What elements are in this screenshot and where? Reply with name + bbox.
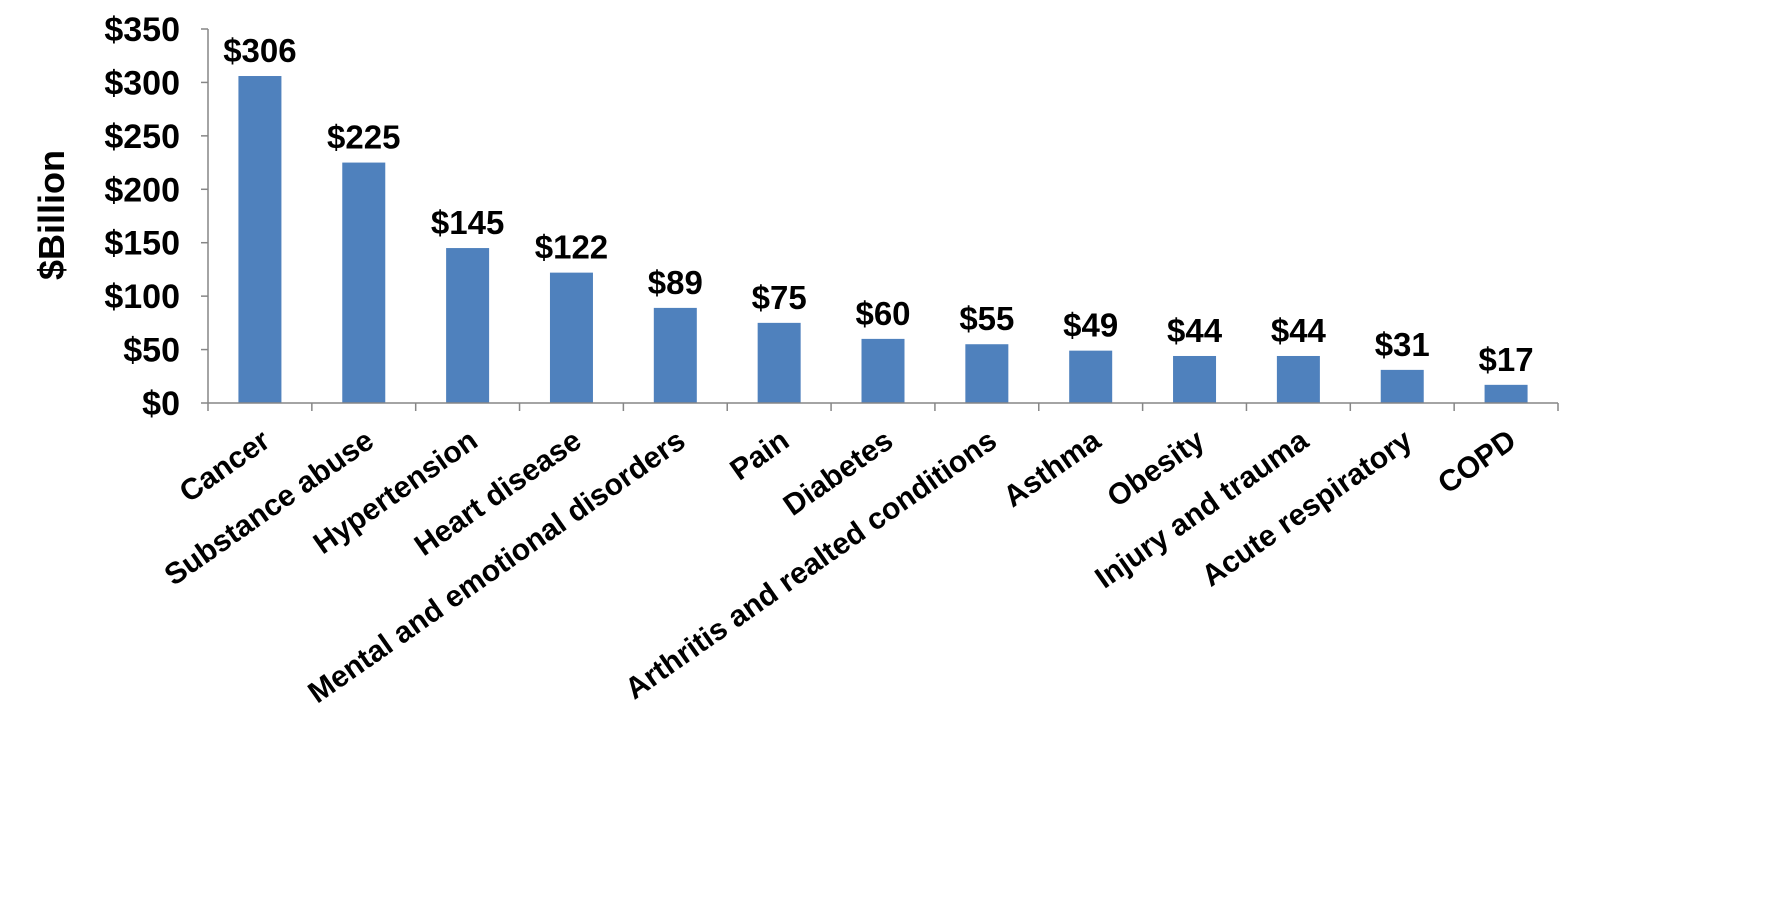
bar bbox=[1173, 355, 1217, 403]
bar bbox=[1276, 355, 1320, 403]
data-label: $225 bbox=[327, 119, 400, 156]
category-label: Pain bbox=[724, 424, 795, 487]
data-label: $44 bbox=[1167, 312, 1223, 349]
y-axis-title: $Billion bbox=[31, 150, 72, 280]
data-label: $44 bbox=[1271, 312, 1327, 349]
y-tick-label: $200 bbox=[104, 171, 180, 209]
category-label: Arthritis and realted conditions bbox=[619, 424, 1003, 706]
category-label: Asthma bbox=[998, 424, 1107, 514]
bar bbox=[446, 248, 490, 403]
bar bbox=[342, 162, 386, 403]
bar-series: $306 $225 $145 $122 $89 $75 $60 $55 $49 $44 $44 $31… bbox=[223, 32, 1534, 403]
bar bbox=[549, 272, 593, 403]
bar bbox=[653, 307, 697, 403]
y-tick-label: $0 bbox=[142, 385, 180, 423]
data-label: $31 bbox=[1375, 326, 1430, 363]
bar bbox=[757, 322, 801, 403]
category-label: Mental and emotional disorders bbox=[302, 424, 691, 710]
y-axis: $0 $50 $100 $150 $200 $250 $300 $350 bbox=[104, 11, 209, 423]
bar bbox=[1484, 384, 1528, 403]
bar bbox=[965, 344, 1009, 403]
y-tick-label: $350 bbox=[104, 11, 180, 49]
data-label: $122 bbox=[535, 229, 608, 266]
data-label: $145 bbox=[431, 204, 504, 241]
bar bbox=[1069, 350, 1113, 403]
data-label: $55 bbox=[959, 300, 1014, 337]
y-tick-label: $300 bbox=[104, 64, 180, 102]
data-label: $60 bbox=[855, 295, 910, 332]
data-label: $49 bbox=[1063, 307, 1118, 344]
category-label: COPD bbox=[1432, 424, 1522, 501]
y-tick-label: $100 bbox=[104, 278, 180, 316]
y-tick-label: $150 bbox=[104, 225, 180, 263]
data-label: $89 bbox=[648, 264, 703, 301]
bar bbox=[861, 338, 905, 403]
bar bbox=[1380, 369, 1424, 403]
y-tick-label: $250 bbox=[104, 118, 180, 156]
data-label: $17 bbox=[1479, 341, 1534, 378]
bar bbox=[238, 76, 282, 403]
data-label: $75 bbox=[752, 279, 807, 316]
y-tick-label: $50 bbox=[123, 332, 180, 370]
data-label: $306 bbox=[223, 32, 296, 69]
